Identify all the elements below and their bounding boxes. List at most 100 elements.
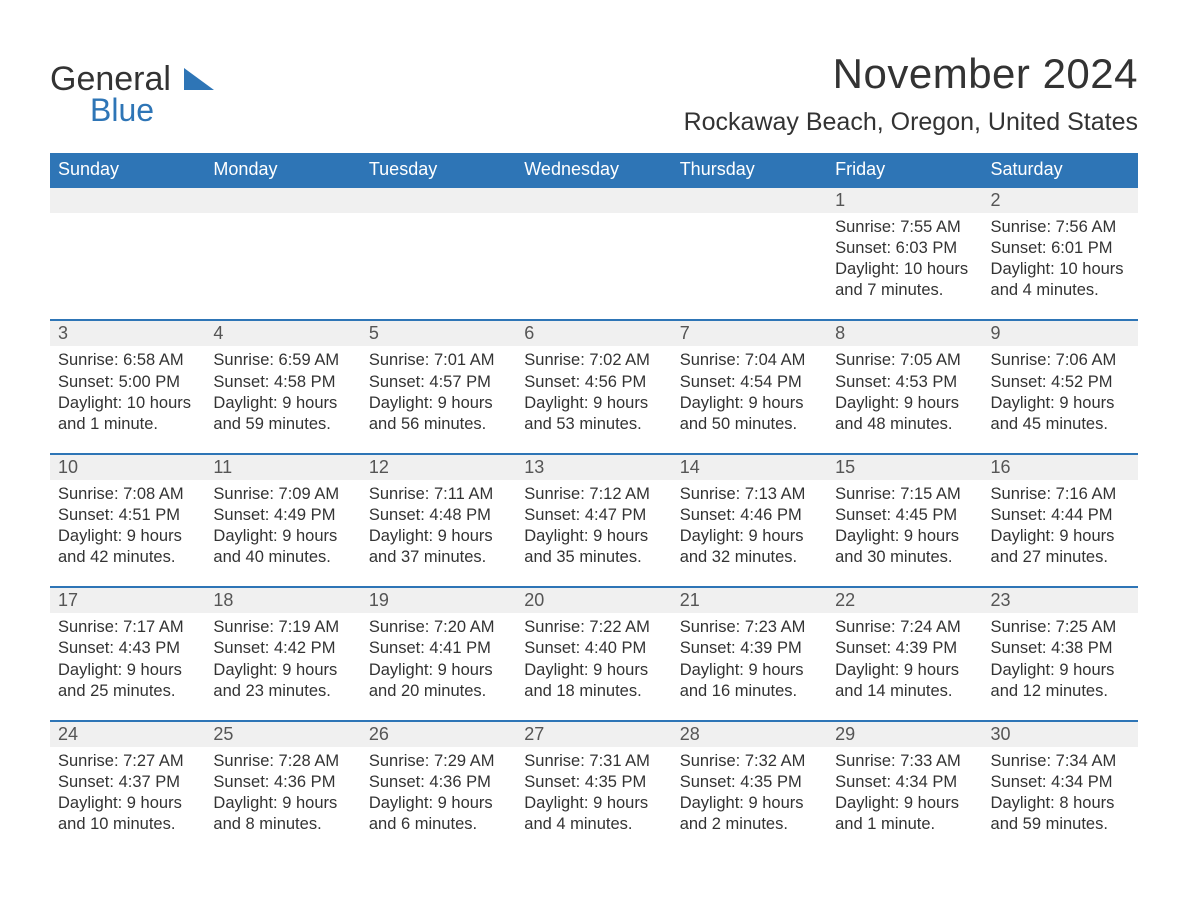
detail-row: Sunrise: 7:27 AMSunset: 4:37 PMDaylight:… [50,747,1138,839]
day-cell: Sunrise: 7:04 AMSunset: 4:54 PMDaylight:… [672,346,827,453]
sunset-value: 4:36 PM [429,773,490,791]
weekday-header: Tuesday [361,153,516,187]
sunrise-label: Sunrise: [369,351,430,369]
sunset-label: Sunset: [680,506,736,524]
daylight-line2: and 32 minutes. [680,547,819,568]
daylight-line2: and 50 minutes. [680,414,819,435]
daylight-line1: Daylight: 9 hours [213,526,352,547]
day-number: 21 [672,587,827,613]
daynum-row: 12 [50,187,1138,213]
daylight-value-1: 9 hours [748,661,803,679]
sunrise-label: Sunrise: [835,218,896,236]
daylight-value-1: 9 hours [748,527,803,545]
daylight-label: Daylight: [680,794,744,812]
daylight-line1: Daylight: 9 hours [680,393,819,414]
weekday-header: Thursday [672,153,827,187]
sunset-value: 4:40 PM [585,639,646,657]
daylight-value-1: 9 hours [282,661,337,679]
sunrise-label: Sunrise: [835,351,896,369]
sunrise-value: 7:04 AM [745,351,806,369]
daylight-label: Daylight: [524,794,588,812]
day-cell: Sunrise: 7:12 AMSunset: 4:47 PMDaylight:… [516,480,671,587]
daylight-value-1: 9 hours [127,794,182,812]
daylight-value-1: 8 hours [1059,794,1114,812]
sunrise-value: 7:17 AM [123,618,184,636]
daylight-line1: Daylight: 9 hours [58,660,197,681]
sunset-line: Sunset: 4:49 PM [213,505,352,526]
daylight-value-1: 9 hours [438,661,493,679]
sunset-label: Sunset: [835,239,891,257]
day-number: 30 [983,721,1138,747]
day-cell: Sunrise: 7:09 AMSunset: 4:49 PMDaylight:… [205,480,360,587]
detail-row: Sunrise: 7:08 AMSunset: 4:51 PMDaylight:… [50,480,1138,587]
brand-part2: Blue [90,94,214,126]
sunset-line: Sunset: 4:48 PM [369,505,508,526]
weekday-header: Friday [827,153,982,187]
day-cell: Sunrise: 7:31 AMSunset: 4:35 PMDaylight:… [516,747,671,839]
daylight-value-1: 9 hours [904,394,959,412]
daylight-line2: and 45 minutes. [991,414,1130,435]
daylight-label: Daylight: [213,527,277,545]
sunset-value: 4:38 PM [1051,639,1112,657]
sunrise-label: Sunrise: [991,752,1052,770]
daylight-line1: Daylight: 10 hours [835,259,974,280]
sunrise-line: Sunrise: 7:32 AM [680,751,819,772]
sunset-line: Sunset: 4:45 PM [835,505,974,526]
day-number: 2 [983,187,1138,213]
sunrise-value: 7:20 AM [434,618,495,636]
daylight-label: Daylight: [680,394,744,412]
sunrise-label: Sunrise: [524,351,585,369]
daylight-line2: and 1 minute. [58,414,197,435]
daylight-line1: Daylight: 9 hours [991,660,1130,681]
sunrise-value: 7:13 AM [745,485,806,503]
day-cell: Sunrise: 6:58 AMSunset: 5:00 PMDaylight:… [50,346,205,453]
sunrise-value: 7:08 AM [123,485,184,503]
sunset-value: 6:03 PM [896,239,957,257]
sunset-line: Sunset: 6:03 PM [835,238,974,259]
daylight-value-1: 9 hours [904,527,959,545]
sunrise-label: Sunrise: [369,618,430,636]
sunset-line: Sunset: 4:38 PM [991,638,1130,659]
daylight-line2: and 12 minutes. [991,681,1130,702]
daylight-label: Daylight: [524,661,588,679]
daynum-row: 10111213141516 [50,454,1138,480]
sunrise-label: Sunrise: [58,618,119,636]
sunrise-line: Sunrise: 7:33 AM [835,751,974,772]
weekday-header: Monday [205,153,360,187]
sunrise-line: Sunrise: 7:17 AM [58,617,197,638]
daylight-line1: Daylight: 9 hours [835,526,974,547]
daylight-value-1: 9 hours [748,794,803,812]
sunset-label: Sunset: [680,639,736,657]
sunset-value: 4:45 PM [896,506,957,524]
sunrise-label: Sunrise: [524,618,585,636]
day-number: 18 [205,587,360,613]
daylight-label: Daylight: [991,260,1055,278]
sunset-label: Sunset: [524,639,580,657]
empty-cell [205,213,360,320]
month-title: November 2024 [684,50,1138,98]
sunrise-label: Sunrise: [213,618,274,636]
daylight-line1: Daylight: 9 hours [524,660,663,681]
daylight-line2: and 20 minutes. [369,681,508,702]
sunset-label: Sunset: [58,373,114,391]
sunset-label: Sunset: [835,773,891,791]
daylight-value-1: 9 hours [593,527,648,545]
daylight-line2: and 48 minutes. [835,414,974,435]
sunrise-line: Sunrise: 7:15 AM [835,484,974,505]
daylight-line1: Daylight: 10 hours [991,259,1130,280]
daylight-label: Daylight: [58,394,122,412]
daylight-line1: Daylight: 9 hours [58,793,197,814]
sunrise-label: Sunrise: [680,485,741,503]
sunrise-value: 7:29 AM [434,752,495,770]
day-number: 19 [361,587,516,613]
sunrise-label: Sunrise: [58,351,119,369]
daylight-line2: and 6 minutes. [369,814,508,835]
day-number: 1 [827,187,982,213]
daylight-line1: Daylight: 10 hours [58,393,197,414]
day-number: 13 [516,454,671,480]
sunrise-value: 7:06 AM [1056,351,1117,369]
weekday-header: Saturday [983,153,1138,187]
daylight-value-1: 9 hours [593,661,648,679]
sunset-value: 4:39 PM [740,639,801,657]
sunset-value: 4:35 PM [740,773,801,791]
